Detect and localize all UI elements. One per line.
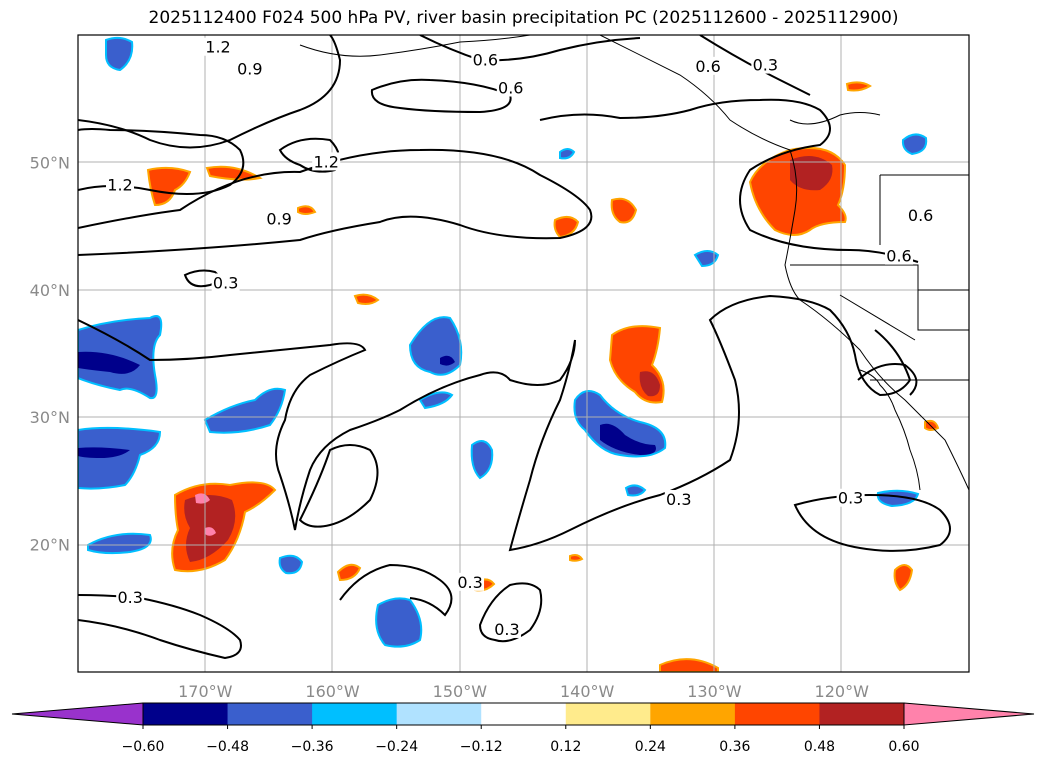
colorbar-tick-label: −0.48	[206, 739, 249, 755]
colorbar-tick-label: 0.48	[804, 739, 835, 755]
colorbar-tick-label: −0.12	[460, 739, 503, 755]
precipitation-fill-layer	[78, 36, 940, 672]
longitude-tick-labels: 170°W 160°W 150°W 140°W 130°W 120°W	[178, 682, 869, 701]
contour-label-bg	[664, 490, 693, 509]
contour-label: 1.2	[107, 175, 132, 194]
colorbar-tick-label: −0.36	[291, 739, 334, 755]
lat-tick-label: 50°N	[30, 153, 70, 172]
contour-label-bg	[312, 152, 341, 171]
contour-label-bg	[492, 619, 521, 638]
colorbar-tick-label: 0.36	[719, 739, 750, 755]
lat-tick-label: 20°N	[30, 536, 70, 555]
contour-labels: 1.20.9 0.60.60.6 0.31.21.20.90.60.60.30.3 0…	[106, 37, 935, 639]
contour-label-bg	[836, 488, 865, 507]
lon-tick-label: 150°W	[433, 682, 488, 701]
contour-label: 0.3	[666, 490, 691, 509]
colorbar-bin	[481, 703, 567, 725]
contour-label-bg	[456, 572, 485, 591]
colorbar-bin	[312, 703, 398, 725]
colorbar-tick-label: 0.24	[635, 739, 666, 755]
colorbar-bin	[227, 703, 313, 725]
pv-contours	[78, 35, 951, 660]
colorbar-bin	[143, 703, 229, 725]
contour-label-bg	[204, 37, 233, 56]
colorbar-over-extension	[903, 702, 1035, 726]
colorbar-tick-label: −0.60	[122, 739, 165, 755]
contour-label: 0.3	[117, 588, 142, 607]
colorbar-tick-label: −0.24	[375, 739, 418, 755]
contour-label: 0.9	[266, 210, 291, 229]
contour-label-bg	[116, 588, 145, 607]
colorbar-under-extension	[11, 702, 144, 726]
contour-label-bg	[106, 175, 135, 194]
contour-label-bg	[265, 209, 294, 228]
contour-label: 0.3	[838, 489, 863, 508]
contour-label-bg	[694, 56, 723, 75]
contour-label-bg	[496, 78, 525, 97]
contour-label-bg	[211, 273, 240, 292]
colorbar-tick-label: 0.12	[550, 739, 581, 755]
map-title: 2025112400 F024 500 hPa PV, river basin …	[148, 8, 899, 28]
contour-label: 0.3	[457, 573, 482, 592]
colorbar-frame	[142, 702, 905, 726]
contour-label: 1.2	[313, 152, 338, 171]
latitude-tick-labels: 20°N 30°N 40°N 50°N	[30, 153, 70, 554]
contour-label-bg	[235, 59, 264, 78]
map-background	[78, 35, 969, 672]
lat-tick-label: 40°N	[30, 281, 70, 300]
contour-label-bg	[906, 205, 935, 224]
contour-label: 0.6	[908, 206, 933, 225]
contour-label-bg	[471, 50, 500, 69]
contour-label-bg	[884, 246, 913, 265]
colorbar-tick-label: 0.60	[888, 739, 919, 755]
colorbar-bin	[565, 703, 651, 725]
colorbar-bin	[396, 703, 482, 725]
lon-tick-label: 170°W	[178, 682, 233, 701]
lon-tick-label: 140°W	[560, 682, 615, 701]
contour-label: 0.6	[886, 247, 911, 266]
contour-label: 0.9	[237, 59, 262, 78]
contour-label: 0.3	[494, 620, 519, 639]
contour-label: 0.6	[473, 50, 498, 69]
lat-tick-label: 30°N	[30, 408, 70, 427]
contour-label: 0.3	[213, 273, 238, 292]
colorbar: −0.60 −0.48 −0.36 −0.24 −0.12 0.12 0.24 0.36 0.4…	[11, 702, 1035, 755]
lon-tick-label: 130°W	[687, 682, 742, 701]
contour-label-bg	[751, 55, 780, 74]
contour-label: 0.6	[695, 57, 720, 76]
colorbar-bin	[734, 703, 820, 725]
contour-label: 1.2	[205, 38, 230, 57]
map-frame	[77, 34, 970, 673]
contour-label: 0.3	[753, 56, 778, 75]
contour-label: 0.6	[498, 79, 523, 98]
colorbar-bin	[650, 703, 736, 725]
lon-tick-label: 160°W	[305, 682, 360, 701]
colorbar-bin	[819, 703, 905, 725]
lon-tick-label: 120°W	[815, 682, 870, 701]
